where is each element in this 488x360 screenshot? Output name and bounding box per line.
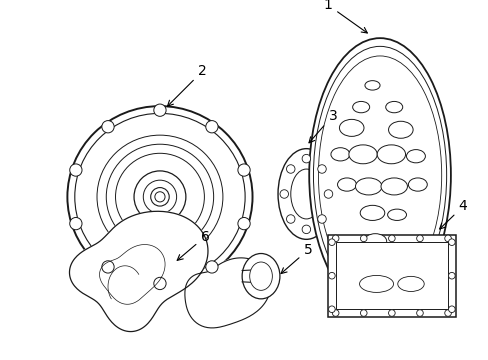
Text: 1: 1 (323, 0, 366, 33)
Ellipse shape (317, 215, 325, 223)
Ellipse shape (205, 121, 218, 133)
Ellipse shape (444, 310, 450, 316)
Ellipse shape (380, 178, 407, 195)
Ellipse shape (328, 273, 334, 279)
Ellipse shape (290, 169, 321, 219)
Ellipse shape (150, 188, 169, 206)
Ellipse shape (363, 234, 386, 249)
Ellipse shape (75, 113, 244, 280)
Ellipse shape (355, 178, 381, 195)
Ellipse shape (106, 144, 213, 249)
Ellipse shape (352, 102, 369, 113)
Ellipse shape (328, 306, 334, 312)
Ellipse shape (348, 145, 376, 164)
Text: 5: 5 (281, 243, 312, 274)
Ellipse shape (339, 120, 363, 136)
Ellipse shape (328, 239, 334, 246)
Ellipse shape (447, 306, 454, 312)
Ellipse shape (115, 153, 204, 240)
Ellipse shape (385, 102, 402, 113)
Ellipse shape (242, 253, 279, 299)
Ellipse shape (324, 190, 332, 198)
Ellipse shape (317, 165, 325, 173)
Ellipse shape (70, 164, 82, 176)
Ellipse shape (280, 190, 288, 198)
Ellipse shape (407, 178, 427, 191)
Ellipse shape (359, 275, 393, 292)
Polygon shape (184, 258, 270, 328)
Ellipse shape (134, 171, 185, 223)
Ellipse shape (154, 104, 166, 116)
Ellipse shape (143, 180, 176, 213)
Ellipse shape (360, 235, 366, 242)
Ellipse shape (360, 205, 384, 220)
Ellipse shape (308, 38, 450, 312)
Text: 3: 3 (308, 109, 337, 143)
Bar (327, 235, 455, 317)
Polygon shape (69, 211, 207, 332)
Ellipse shape (286, 215, 294, 223)
Text: 4: 4 (439, 199, 467, 229)
Ellipse shape (447, 239, 454, 246)
Ellipse shape (102, 121, 114, 133)
Ellipse shape (416, 235, 423, 242)
Ellipse shape (388, 310, 394, 316)
Ellipse shape (154, 277, 166, 289)
Ellipse shape (302, 225, 310, 234)
Ellipse shape (447, 273, 454, 279)
Ellipse shape (416, 310, 423, 316)
Ellipse shape (237, 217, 250, 230)
Ellipse shape (70, 217, 82, 230)
Ellipse shape (67, 106, 252, 288)
Ellipse shape (278, 149, 334, 239)
Ellipse shape (313, 46, 446, 304)
Ellipse shape (97, 135, 223, 258)
Ellipse shape (332, 235, 338, 242)
Ellipse shape (249, 262, 272, 291)
Ellipse shape (337, 178, 356, 191)
Ellipse shape (302, 154, 310, 163)
Ellipse shape (444, 235, 450, 242)
Ellipse shape (330, 148, 349, 161)
Ellipse shape (332, 310, 338, 316)
Ellipse shape (205, 261, 218, 273)
Text: 6: 6 (177, 230, 209, 260)
Bar (335, 242, 447, 309)
Ellipse shape (376, 145, 405, 164)
Ellipse shape (406, 150, 425, 163)
Ellipse shape (318, 56, 441, 294)
Ellipse shape (286, 165, 294, 173)
Ellipse shape (364, 81, 379, 90)
Ellipse shape (388, 121, 412, 138)
Ellipse shape (388, 235, 394, 242)
Ellipse shape (364, 260, 379, 270)
Ellipse shape (387, 209, 406, 220)
Ellipse shape (397, 276, 424, 292)
Text: 2: 2 (167, 64, 206, 106)
Ellipse shape (360, 310, 366, 316)
Ellipse shape (155, 192, 165, 202)
Ellipse shape (102, 261, 114, 273)
Ellipse shape (237, 164, 250, 176)
